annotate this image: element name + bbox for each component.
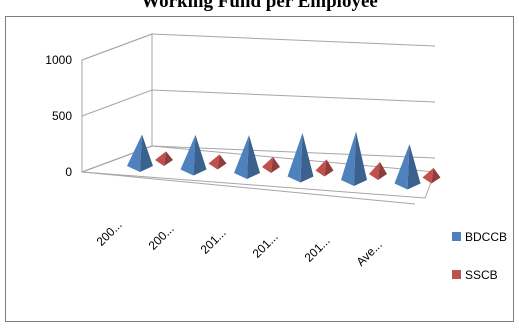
bar-sscb <box>208 154 227 170</box>
pyramid-face-left <box>155 151 166 166</box>
pyramid-face-left <box>341 131 356 186</box>
gridline-back <box>151 89 436 103</box>
bar-bdccb <box>127 134 153 172</box>
bar-bdccb <box>180 134 207 176</box>
gridline-side <box>81 89 153 117</box>
x-tick-label: Ave... <box>353 237 384 268</box>
bar-bdccb <box>394 143 421 190</box>
pyramid-face-right <box>271 156 280 173</box>
pyramid-face-left <box>369 161 380 180</box>
bar-bdccb <box>287 132 314 183</box>
x-tick-label: 200... <box>146 222 177 253</box>
x-tick-label: 201... <box>198 226 229 257</box>
pyramid-face-left <box>208 154 220 170</box>
pyramid-face-right <box>324 159 334 177</box>
pyramid-face-right <box>407 143 421 190</box>
bar-bdccb <box>234 135 260 179</box>
bar-bdccb <box>341 131 367 186</box>
bar-sscb <box>155 151 173 166</box>
pyramid-face-right <box>354 131 367 186</box>
chart-frame <box>5 16 514 322</box>
pyramid-face-left <box>180 134 196 176</box>
bar-sscb <box>262 156 280 173</box>
pyramid-face-right <box>300 132 314 183</box>
legend-label: SSCB <box>465 268 498 282</box>
pyramid-face-left <box>422 167 434 184</box>
legend-swatch <box>452 232 461 241</box>
pyramid-face-right <box>431 167 441 184</box>
pyramid-face-left <box>262 156 273 173</box>
pyramid-face-left <box>287 132 303 183</box>
y-tick-label: 0 <box>65 165 72 179</box>
pyramid-face-right <box>217 154 227 170</box>
pyramid-face-right <box>247 135 260 179</box>
pyramid-face-right <box>193 134 207 176</box>
chart-marks <box>127 131 441 190</box>
gridline-back <box>151 33 436 47</box>
pyramid-face-left <box>234 135 249 179</box>
bar-sscb <box>315 159 334 177</box>
grid-lines <box>81 33 436 173</box>
pyramid-face-left <box>315 159 327 177</box>
chart-walls <box>81 33 436 205</box>
legend-label: BDCCB <box>465 230 507 244</box>
bar-sscb <box>369 161 387 180</box>
y-tick-label: 500 <box>52 109 72 123</box>
pyramid-face-right <box>164 151 173 166</box>
x-axis-ticks: 200... 200... 201... 201... 201... Ave... <box>94 218 385 269</box>
pyramid-face-left <box>394 143 410 190</box>
legend: BDCCB SSCB <box>452 230 507 282</box>
floor-front-edge <box>81 171 416 205</box>
legend-swatch <box>452 270 461 279</box>
bar-sscb <box>422 167 441 184</box>
x-tick-label: 201... <box>302 234 333 265</box>
pyramid-face-left <box>127 134 142 172</box>
y-axis-ticks: 0 500 1000 <box>45 53 72 179</box>
y-tick-label: 1000 <box>45 53 72 67</box>
gridline-side <box>81 33 153 61</box>
x-tick-label: 201... <box>250 230 281 261</box>
x-tick-label: 200... <box>94 218 125 249</box>
pyramid-face-right <box>140 134 153 172</box>
chart-title: Working Fund per Employee <box>141 0 378 12</box>
pyramid-face-right <box>378 161 387 180</box>
